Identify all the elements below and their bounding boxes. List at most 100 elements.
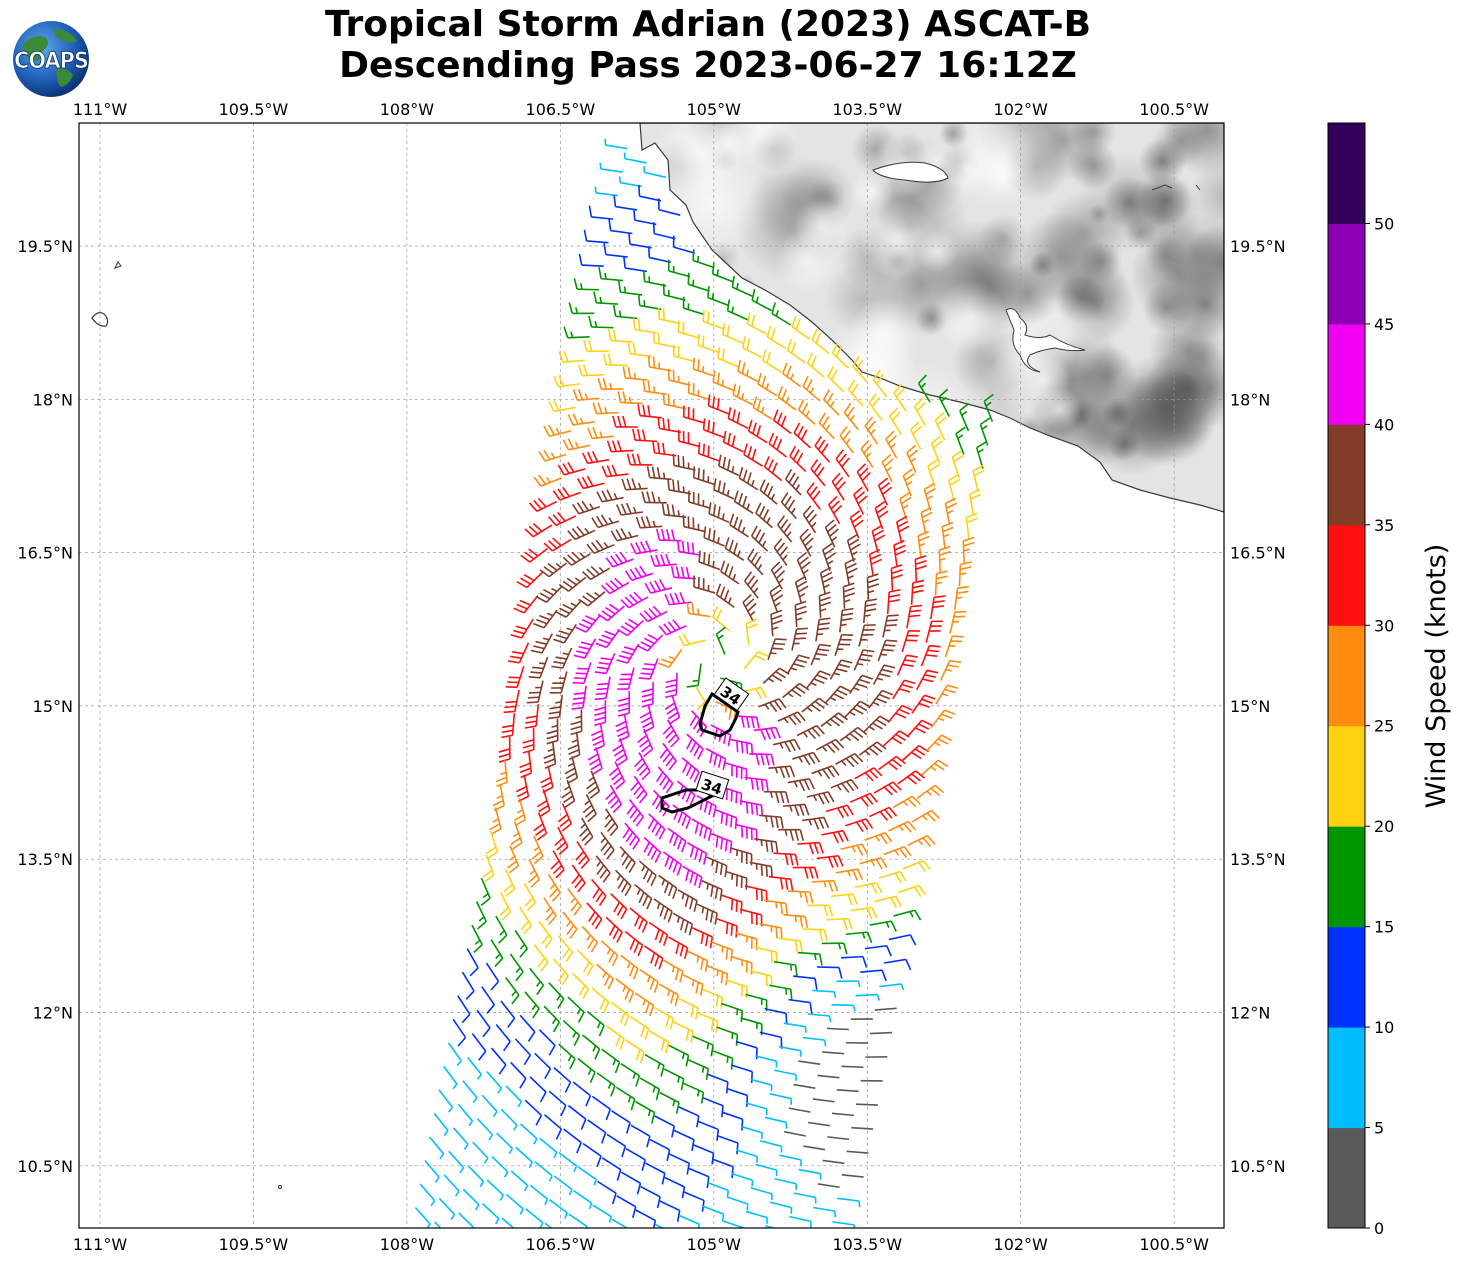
wind-barb [715,809,738,830]
wind-barb [655,766,674,794]
wind-barb [467,1056,482,1080]
wind-barb [533,474,562,487]
wind-barb [641,491,667,504]
wind-barb [620,954,639,980]
wind-barb [831,893,858,906]
wind-barb [968,488,982,516]
wind-barb [735,1040,758,1060]
wind-barb [682,405,706,424]
wind-barb [567,1104,587,1130]
wind-barb [702,1096,724,1118]
wind-barb [941,521,954,549]
wind-barb [582,1034,601,1060]
wind-barb [889,407,903,436]
wind-barb [877,477,892,506]
wind-barb [725,762,748,781]
wind-barb [896,654,918,676]
wind-barb [567,413,595,426]
wind-barb [605,784,623,813]
wind-barb [510,618,534,639]
wind-barb [811,765,840,780]
wind-barb [747,548,764,576]
wind-barb [540,765,554,794]
wind-barb [524,991,540,1019]
wind-barb [892,679,916,700]
wind-barb [571,685,587,710]
wind-barb [686,842,708,865]
wind-barb [854,767,883,782]
wind-barb [802,505,818,534]
wind-barb [882,614,899,638]
wind-barb [610,893,628,920]
wind-barb [693,575,716,594]
lat-tick-right: 10.5°N [1230,1157,1286,1176]
wind-barb [707,1181,730,1197]
wind-barb [772,738,801,753]
wind-barb [558,350,585,363]
colorbar-tick-label: 30 [1374,616,1394,635]
wind-barb [664,696,681,725]
wind-barb [972,464,985,493]
wind-barb [575,841,590,869]
wind-barb [499,892,512,921]
wind-barb [859,857,888,870]
wind-barb [692,357,715,377]
wind-barb [491,1155,509,1178]
wind-barb [948,473,961,502]
wind-barb [734,715,760,729]
wind-barb [874,1007,897,1011]
wind-barb [687,272,710,292]
wind-barb [462,1188,480,1211]
colorbar-tick-label: 45 [1374,315,1394,334]
wind-barb [829,659,853,680]
wind-barb [893,383,907,412]
wind-barb [520,547,548,563]
wind-barb [573,277,600,291]
wind-barb [721,1111,744,1131]
wind-barb [796,724,825,740]
wind-barb [619,846,636,873]
wind-barb [635,1100,656,1124]
wind-barb [745,1102,768,1116]
wind-barb [595,855,611,883]
wind-barb [730,1064,753,1084]
wind-barb [615,714,630,742]
wind-barb [758,814,784,829]
wind-barb [657,417,682,434]
wind-barb [662,851,683,876]
wind-barb [828,495,843,525]
reservoir [1005,308,1086,373]
wind-barb [633,208,657,226]
wind-barb [747,419,768,444]
wind-barb [764,1116,788,1129]
wind-barb [652,441,677,457]
wind-barb [625,1147,646,1171]
wind-barb [588,315,614,329]
wind-barb [716,1026,739,1046]
wind-barb [802,928,828,942]
wind-barb [864,831,893,845]
wind-barb [561,779,576,808]
wind-barb [925,734,952,752]
wind-barb [797,951,823,966]
island-clarion [278,1185,282,1189]
lat-tick-left: 15°N [33,697,73,716]
colorbar-swatch [1328,323,1365,425]
colorbar-ticks: 0 5 10 15 20 25 30 35 40 45 50 [1365,214,1394,1238]
wind-barb [538,920,553,949]
wind-barb [596,1072,616,1097]
wind-barb [782,803,810,817]
wind-barb [630,775,648,804]
wind-barb [571,500,601,515]
wind-barb [962,536,975,563]
wind-barb [644,1053,665,1077]
wind-barb [882,730,910,747]
wind-barb [555,600,582,618]
wind-barb [729,738,754,756]
wind-barb [611,1218,629,1228]
wind-barb [789,445,807,473]
wind-barb [558,1151,578,1172]
wind-barb [688,490,711,509]
wind-barb [702,418,725,439]
wind-barb [744,776,769,792]
